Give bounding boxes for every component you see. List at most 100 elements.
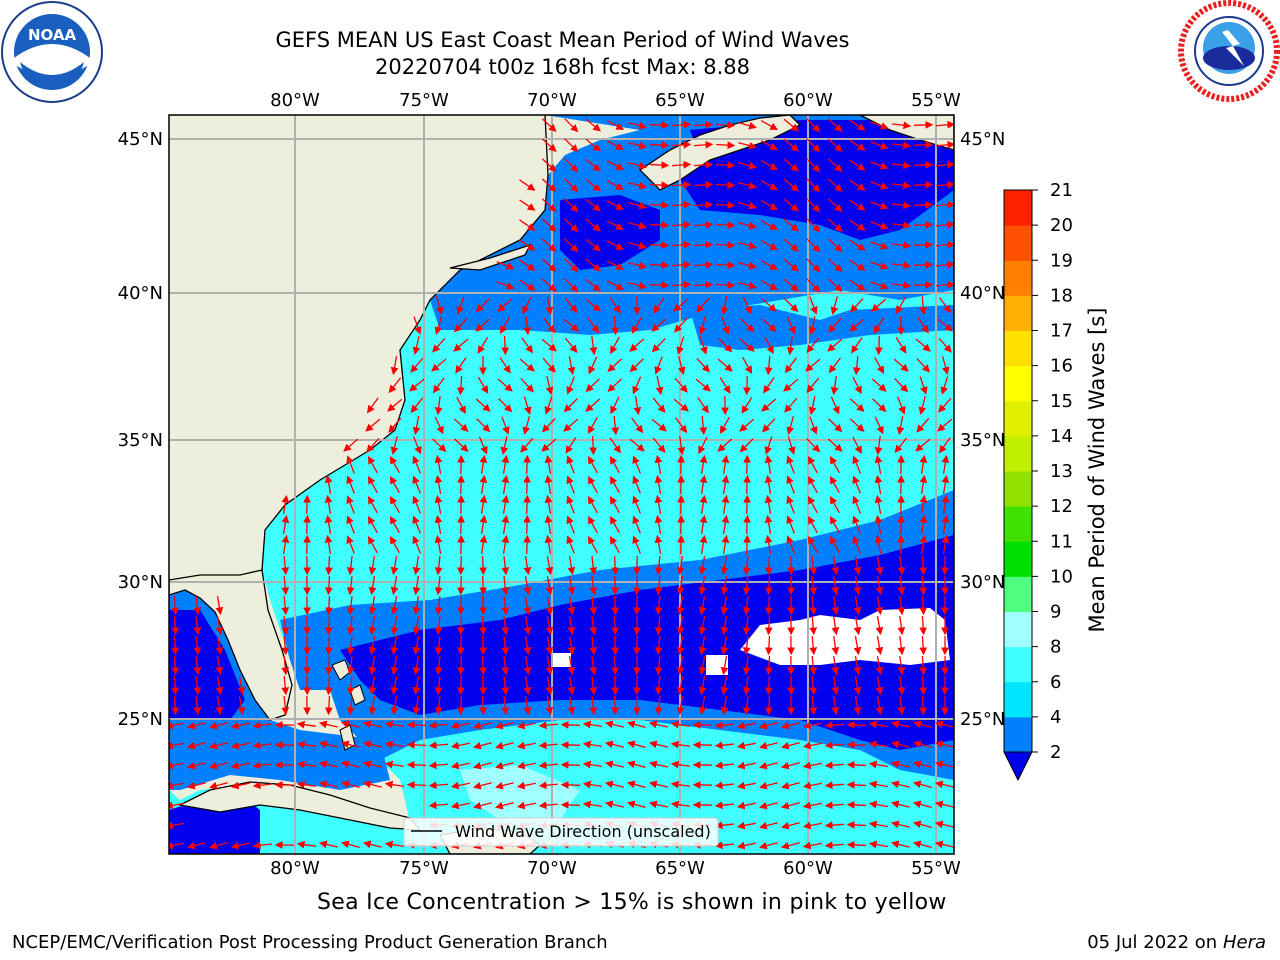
wind-wave-arrow <box>698 436 708 455</box>
wind-wave-arrow <box>676 656 685 676</box>
wind-wave-arrow <box>523 474 531 495</box>
wind-wave-arrow <box>564 258 579 273</box>
wind-wave-arrow <box>654 575 663 596</box>
wind-wave-arrow <box>655 376 664 396</box>
wind-wave-arrow <box>368 616 377 636</box>
wind-wave-arrow <box>523 676 532 696</box>
colorbar-band <box>1004 611 1032 648</box>
wind-wave-arrow <box>849 297 864 313</box>
wind-wave-arrow <box>479 534 488 554</box>
wind-wave-arrow <box>604 800 624 809</box>
caribbean-light <box>460 765 580 820</box>
wind-wave-arrow <box>935 260 954 269</box>
wind-wave-arrow <box>564 178 579 193</box>
gulf-of-mexico <box>169 585 390 790</box>
wind-wave-arrow <box>764 355 773 376</box>
wind-wave-arrow <box>341 760 360 769</box>
wind-wave-arrow <box>523 636 532 656</box>
wind-wave-arrow <box>193 695 202 716</box>
wind-wave-arrow <box>919 494 928 514</box>
wind-wave-arrow <box>478 436 488 455</box>
wind-wave-arrow <box>566 455 575 474</box>
wind-wave-arrow <box>479 595 487 616</box>
wind-wave-arrow <box>324 655 333 676</box>
wind-wave-arrow <box>567 636 576 656</box>
wind-wave-arrow <box>941 356 950 375</box>
wind-wave-arrow <box>677 435 686 456</box>
lat-tick: 45°N <box>118 129 163 150</box>
wind-wave-arrow <box>324 575 333 596</box>
wind-wave-arrow <box>874 494 883 514</box>
wind-wave-arrow <box>582 800 602 809</box>
wind-wave-arrow <box>897 615 906 636</box>
wind-wave-arrow <box>939 297 952 314</box>
wind-wave-arrow <box>604 720 624 729</box>
wind-wave-arrow <box>934 780 954 789</box>
wind-wave-arrow <box>808 475 818 494</box>
caribbean-dark <box>169 795 260 854</box>
wind-wave-arrow <box>171 615 180 636</box>
wave-zone-north-dark <box>560 195 660 270</box>
wind-wave-arrow <box>632 455 641 474</box>
wind-wave-arrow <box>894 437 908 454</box>
wind-wave-arrow <box>671 240 692 249</box>
wind-wave-arrow <box>651 318 667 332</box>
wind-wave-arrow <box>628 261 647 270</box>
wind-wave-arrow <box>628 141 647 150</box>
wind-wave-arrow <box>827 218 843 232</box>
wind-wave-arrow <box>497 378 513 392</box>
wind-wave-arrow <box>434 655 443 676</box>
wind-wave-arrow <box>457 655 465 676</box>
wind-wave-arrow <box>281 695 290 716</box>
colorbar-band <box>1004 541 1032 577</box>
wind-wave-arrow <box>387 398 403 412</box>
wind-wave-arrow <box>187 721 206 730</box>
wind-wave-arrow <box>736 781 756 790</box>
wind-wave-arrow <box>916 358 931 373</box>
wind-wave-arrow <box>538 761 559 770</box>
wind-wave-arrow <box>919 575 928 596</box>
wind-wave-arrow <box>874 514 883 534</box>
wind-wave-arrow <box>761 318 777 333</box>
wind-wave-arrow <box>891 121 912 130</box>
wind-wave-arrow <box>919 514 928 534</box>
wind-wave-arrow <box>940 376 949 395</box>
wind-wave-arrow <box>346 495 355 514</box>
wind-wave-arrow <box>541 198 557 213</box>
wind-wave-arrow <box>806 118 821 133</box>
wind-wave-arrow <box>324 514 333 534</box>
wind-wave-arrow <box>783 258 799 272</box>
wind-wave-arrow <box>849 418 865 432</box>
wind-wave-arrow <box>632 475 641 494</box>
wind-wave-arrow <box>870 281 889 290</box>
wind-wave-arrow <box>564 278 579 293</box>
wind-wave-arrow <box>390 556 399 576</box>
wind-wave-arrow <box>720 636 729 656</box>
wind-wave-arrow <box>589 595 598 616</box>
wind-wave-arrow <box>786 515 795 534</box>
wind-wave-arrow <box>693 140 714 149</box>
wind-wave-arrow <box>628 181 647 190</box>
wind-wave-arrow <box>675 417 688 434</box>
wind-wave-arrow <box>693 220 714 229</box>
wind-wave-arrow <box>566 475 575 494</box>
wind-wave-arrow <box>589 555 598 576</box>
wind-wave-arrow <box>171 635 180 656</box>
wind-wave-arrow <box>649 141 670 150</box>
wind-wave-arrow <box>368 656 377 676</box>
wind-wave-arrow <box>764 534 773 554</box>
wind-wave-arrow <box>545 596 554 616</box>
wind-wave-arrow <box>610 396 620 415</box>
wind-wave-arrow <box>783 238 799 252</box>
wind-wave-arrow <box>873 317 885 334</box>
wind-wave-arrow <box>871 378 887 392</box>
wind-wave-arrow <box>696 297 710 313</box>
wind-wave-arrow <box>676 696 685 716</box>
wind-wave-arrow <box>523 656 532 676</box>
wind-wave-arrow <box>715 201 736 210</box>
wind-wave-arrow <box>919 635 928 656</box>
wind-wave-arrow <box>585 158 601 172</box>
wind-wave-arrow <box>318 780 338 789</box>
wind-wave-arrow <box>516 801 536 810</box>
colorbar-tick-label: 10 <box>1050 566 1073 587</box>
